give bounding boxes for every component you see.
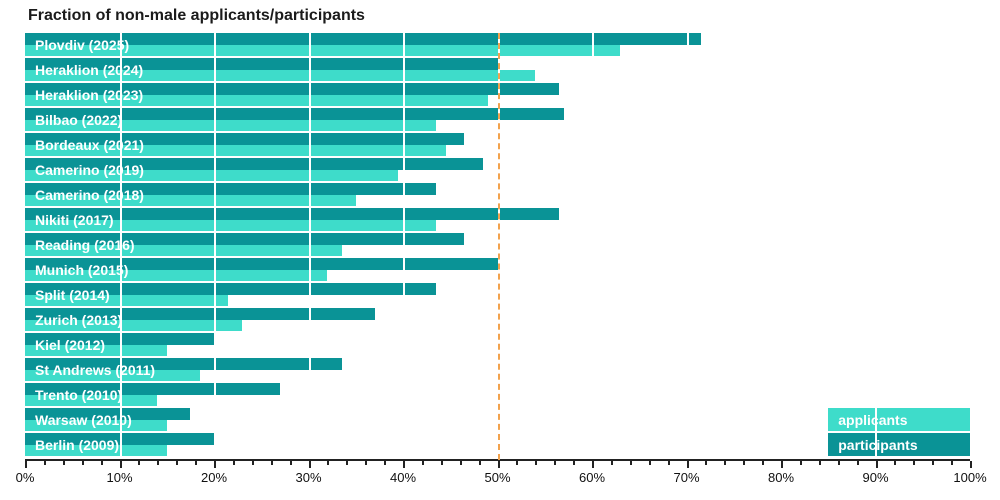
gridline xyxy=(876,33,878,456)
axis-tick-label: 20% xyxy=(201,470,227,485)
axis-minor-tick xyxy=(82,461,84,465)
axis-major-tick xyxy=(781,461,783,468)
axis-minor-tick xyxy=(668,461,670,465)
bar-row-label: Bilbao (2022) xyxy=(35,108,122,131)
bar-row-label: Camerino (2018) xyxy=(35,183,144,206)
gridline xyxy=(214,33,216,456)
axis-minor-tick xyxy=(630,461,632,465)
axis-minor-tick xyxy=(932,461,934,465)
axis-minor-tick xyxy=(233,461,235,465)
axis-tick-label: 40% xyxy=(390,470,416,485)
bar-row-label: St Andrews (2011) xyxy=(35,358,155,381)
axis-minor-tick xyxy=(838,461,840,465)
axis-tick-label: 60% xyxy=(579,470,605,485)
axis-minor-tick xyxy=(800,461,802,465)
axis-major-tick xyxy=(592,461,594,468)
bar-row-label: Nikiti (2017) xyxy=(35,208,114,231)
axis-tick-label: 10% xyxy=(106,470,132,485)
bar-row-label: Heraklion (2024) xyxy=(35,58,143,81)
bar-row-label: Plovdiv (2025) xyxy=(35,33,129,56)
axis-major-tick xyxy=(120,461,122,468)
axis-major-tick xyxy=(214,461,216,468)
axis-minor-tick xyxy=(384,461,386,465)
axis-minor-tick xyxy=(913,461,915,465)
axis-minor-tick xyxy=(762,461,764,465)
axis-minor-tick xyxy=(611,461,613,465)
gridline xyxy=(781,33,783,456)
axis-minor-tick xyxy=(819,461,821,465)
axis-major-tick xyxy=(687,461,689,468)
axis-minor-tick xyxy=(743,461,745,465)
axis-minor-tick xyxy=(573,461,575,465)
axis-minor-tick xyxy=(554,461,556,465)
axis-minor-tick xyxy=(252,461,254,465)
axis-minor-tick xyxy=(176,461,178,465)
bar-row-label: Zurich (2013) xyxy=(35,308,122,331)
axis-tick-label: 30% xyxy=(295,470,321,485)
bar-row-label: Trento (2010) xyxy=(35,383,122,406)
legend-entry-applicants: applicants xyxy=(828,408,970,431)
gridline xyxy=(403,33,405,456)
axis-minor-tick xyxy=(101,461,103,465)
axis-minor-tick xyxy=(290,461,292,465)
gridline xyxy=(687,33,689,456)
axis-major-tick xyxy=(403,461,405,468)
axis-tick-label: 100% xyxy=(953,470,986,485)
axis-major-tick xyxy=(498,461,500,468)
axis-minor-tick xyxy=(365,461,367,465)
axis-minor-tick xyxy=(516,461,518,465)
legend-label-applicants: applicants xyxy=(838,408,907,431)
axis-minor-tick xyxy=(327,461,329,465)
axis-tick-label: 0% xyxy=(16,470,35,485)
plot-area: Plovdiv (2025)Heraklion (2024)Heraklion … xyxy=(25,33,970,456)
x-axis: 0%10%20%30%40%50%60%70%80%90%100% xyxy=(25,459,970,491)
axis-minor-tick xyxy=(857,461,859,465)
gridline xyxy=(309,33,311,456)
axis-minor-tick xyxy=(63,461,65,465)
bar-row-label: Camerino (2019) xyxy=(35,158,144,181)
axis-minor-tick xyxy=(724,461,726,465)
chart-title: Fraction of non-male applicants/particip… xyxy=(28,7,365,25)
bar-row-label: Warsaw (2010) xyxy=(35,408,132,431)
bar-row-label: Munich (2015) xyxy=(35,258,128,281)
axis-minor-tick xyxy=(195,461,197,465)
axis-minor-tick xyxy=(479,461,481,465)
gridline xyxy=(592,33,594,456)
legend-label-participants: participants xyxy=(838,433,917,456)
axis-minor-tick xyxy=(138,461,140,465)
fifty-percent-reference-line xyxy=(498,33,500,460)
axis-minor-tick xyxy=(346,461,348,465)
bar-row-label: Reading (2016) xyxy=(35,233,135,256)
bar-row-label: Kiel (2012) xyxy=(35,333,105,356)
bar-row-label: Bordeaux (2021) xyxy=(35,133,144,156)
axis-major-tick xyxy=(309,461,311,468)
axis-minor-tick xyxy=(460,461,462,465)
axis-tick-label: 70% xyxy=(673,470,699,485)
axis-major-tick xyxy=(25,461,27,468)
axis-minor-tick xyxy=(535,461,537,465)
axis-major-tick xyxy=(876,461,878,468)
axis-minor-tick xyxy=(44,461,46,465)
bar-row-label: Berlin (2009) xyxy=(35,433,119,456)
bar-row-label: Split (2014) xyxy=(35,283,110,306)
axis-major-tick xyxy=(970,461,972,468)
axis-minor-tick xyxy=(705,461,707,465)
legend: applicants participants xyxy=(828,406,970,456)
axis-minor-tick xyxy=(894,461,896,465)
axis-minor-tick xyxy=(951,461,953,465)
axis-minor-tick xyxy=(441,461,443,465)
axis-minor-tick xyxy=(271,461,273,465)
axis-minor-tick xyxy=(157,461,159,465)
legend-entry-participants: participants xyxy=(828,433,970,456)
axis-tick-label: 50% xyxy=(484,470,510,485)
axis-tick-label: 90% xyxy=(862,470,888,485)
axis-minor-tick xyxy=(649,461,651,465)
axis-minor-tick xyxy=(422,461,424,465)
bar-row-label: Heraklion (2023) xyxy=(35,83,143,106)
axis-tick-label: 80% xyxy=(768,470,794,485)
